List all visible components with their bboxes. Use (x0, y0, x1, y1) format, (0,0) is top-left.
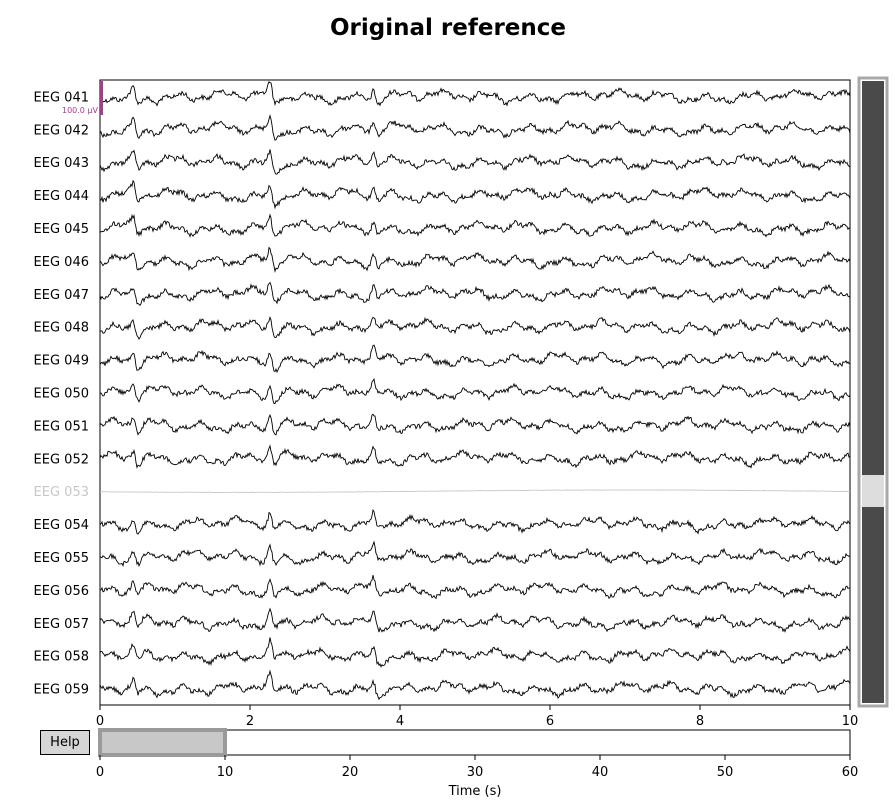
time-tick-group: 0 2 4 6 8 10 (96, 705, 858, 729)
channel-label-group: EEG 041 EEG 042 EEG 043 EEG 044 EEG 045 EEG 0… (34, 90, 89, 697)
channel-trace (99, 213, 851, 238)
channel-scrollbar-thumb[interactable] (862, 475, 884, 507)
channel-trace (99, 444, 851, 469)
channel-label[interactable]: EEG 043 (34, 156, 89, 171)
channel-trace (99, 179, 851, 210)
channel-label[interactable]: EEG 055 (34, 551, 89, 566)
nav-tick-label: 50 (717, 765, 734, 780)
channel-trace (99, 489, 850, 494)
time-tick-label: 4 (396, 714, 404, 729)
channel-label[interactable]: EEG 050 (34, 387, 89, 402)
time-tick-label: 2 (246, 714, 254, 729)
channel-label[interactable]: EEG 052 (34, 452, 89, 467)
channel-scrollbar-track[interactable] (862, 81, 884, 703)
nav-tick-label: 10 (217, 765, 234, 780)
channel-trace (99, 575, 851, 600)
channel-trace (99, 281, 851, 307)
channel-label[interactable]: EEG 056 (34, 584, 89, 599)
help-button[interactable]: Help (40, 730, 90, 755)
channel-trace (99, 315, 851, 340)
channel-label[interactable]: EEG 058 (34, 650, 89, 665)
channel-trace (99, 540, 851, 568)
nav-tick-label: 30 (467, 765, 484, 780)
channel-label[interactable]: EEG 053 (34, 485, 89, 500)
figure-title: Original reference (330, 15, 566, 41)
channel-label[interactable]: EEG 059 (34, 683, 89, 698)
channel-label[interactable]: EEG 046 (34, 255, 89, 270)
channel-label[interactable]: EEG 054 (34, 518, 89, 533)
channel-label[interactable]: EEG 045 (34, 222, 89, 237)
nav-tick-label: 20 (342, 765, 359, 780)
navigation-tick-group: 0 10 20 30 40 50 60 (96, 755, 858, 780)
channel-label[interactable]: EEG 047 (34, 288, 89, 303)
traces-axes[interactable]: EEG 041 EEG 042 EEG 043 EEG 044 EEG 045 EEG 0… (34, 79, 859, 729)
channel-trace (99, 246, 851, 273)
nav-tick-label: 60 (842, 765, 859, 780)
channel-label[interactable]: EEG 044 (34, 189, 89, 204)
time-axis-label: Time (s) (448, 784, 502, 799)
channel-label[interactable]: EEG 048 (34, 321, 89, 336)
nav-tick-label: 40 (592, 765, 609, 780)
channel-trace (99, 149, 851, 175)
channel-trace (99, 113, 851, 141)
channel-trace (99, 81, 851, 107)
channel-trace (99, 669, 851, 701)
time-tick-label: 0 (96, 714, 104, 729)
channel-trace (99, 607, 851, 633)
time-tick-label: 8 (696, 714, 704, 729)
channel-label[interactable]: EEG 057 (34, 617, 89, 632)
channel-trace (99, 413, 851, 436)
channel-trace (99, 508, 851, 535)
channel-label[interactable]: EEG 049 (34, 354, 89, 369)
trace-group (99, 81, 851, 701)
time-tick-label: 6 (546, 714, 554, 729)
channel-label[interactable]: EEG 041 (34, 90, 89, 105)
channel-trace (99, 637, 851, 668)
time-window-selector[interactable] (98, 728, 227, 757)
channel-scrollbar[interactable] (857, 76, 889, 708)
time-navigation-axes[interactable]: 0 10 20 30 40 50 60 Time (s) (96, 728, 858, 799)
channel-trace (99, 344, 851, 374)
channel-scrollbar-outline (857, 76, 889, 708)
channel-trace (99, 377, 851, 404)
channel-label[interactable]: EEG 051 (34, 419, 89, 434)
traces-axes-frame (99, 79, 851, 706)
scale-bar-label: 100.0 µV (62, 106, 99, 115)
channel-label[interactable]: EEG 042 (34, 123, 89, 138)
time-tick-label: 10 (842, 714, 859, 729)
nav-tick-label: 0 (96, 765, 104, 780)
